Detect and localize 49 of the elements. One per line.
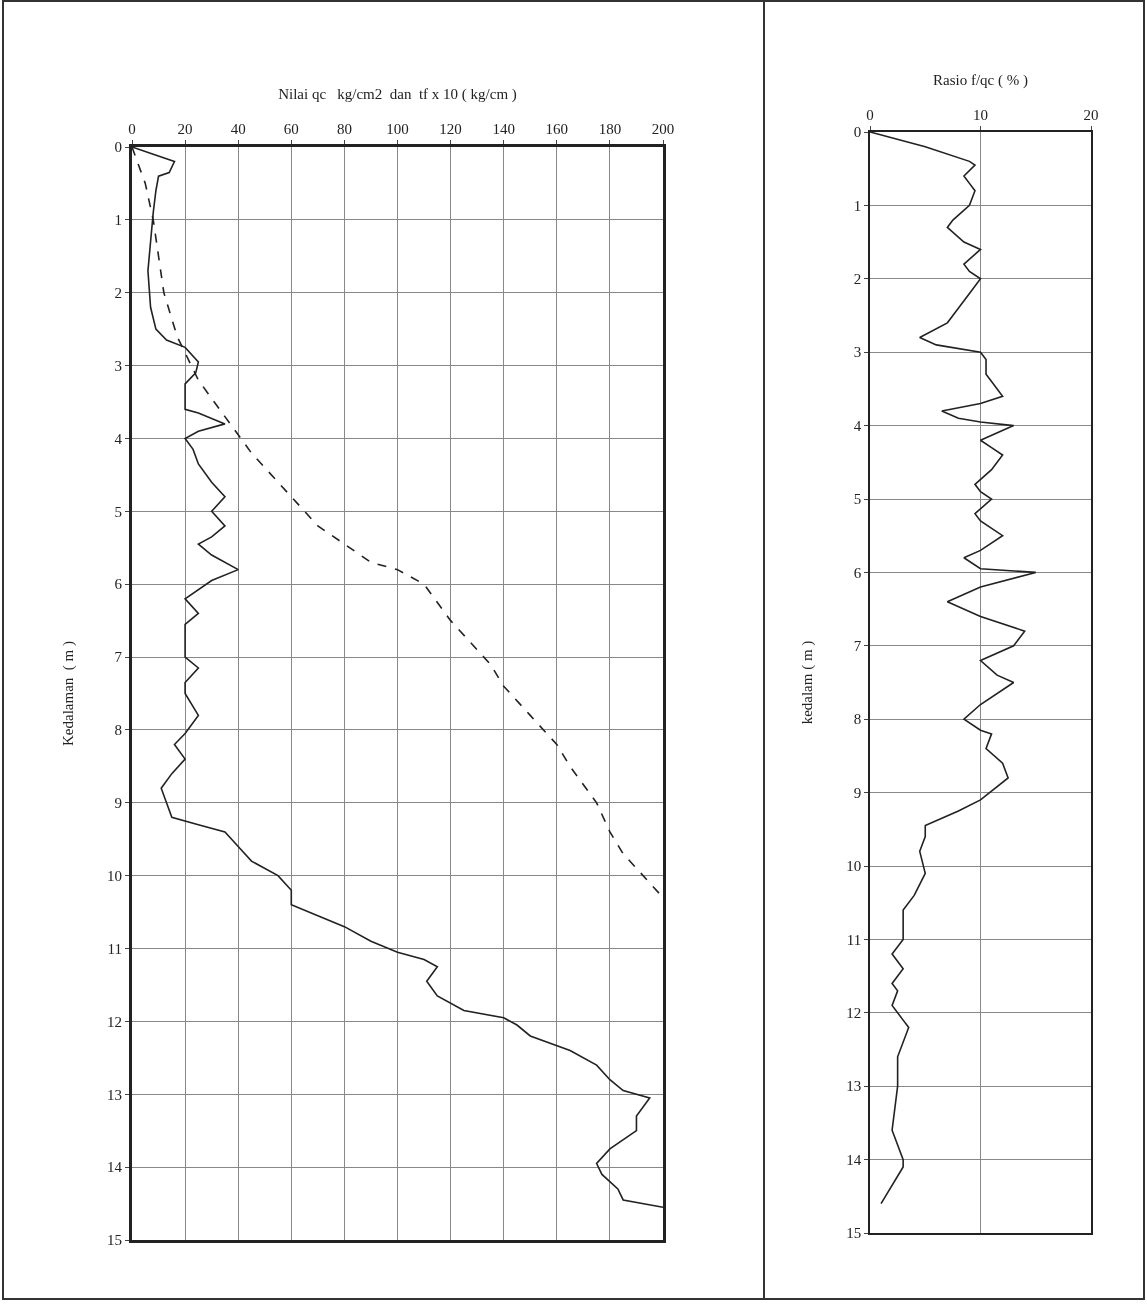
y-tick-label: 14 [846, 1151, 862, 1168]
y-tick-label: 5 [114, 503, 122, 520]
y-tick-label: 9 [853, 784, 862, 801]
y-tick-label: 11 [107, 940, 122, 957]
y-tick-label: 2 [853, 271, 862, 288]
y-tick-label: 15 [107, 1232, 122, 1249]
x-tick-label: 20 [1083, 107, 1099, 124]
y-tick-label: 13 [107, 1086, 122, 1103]
y-tick-label: 13 [846, 1078, 862, 1095]
y-tick-label: 1 [114, 212, 122, 229]
y-tick-label: 1 [853, 197, 862, 214]
y-tick-label: 12 [107, 1013, 122, 1030]
y-tick-label: 7 [853, 638, 862, 655]
y-tick-label: 8 [853, 711, 862, 728]
y-tick-label: 4 [853, 417, 862, 434]
x-axis-title: Nilai qc kg/cm2 dan tf x 10 ( kg/cm ) [278, 86, 517, 104]
y-tick-label: 8 [114, 722, 122, 739]
y-tick-label: 9 [114, 795, 122, 812]
y-tick-label: 6 [853, 564, 862, 581]
y-tick-label: 10 [107, 867, 122, 884]
y-tick-label: 14 [107, 1159, 123, 1176]
y-tick-label: 4 [114, 430, 123, 447]
y-tick-label: 3 [853, 344, 862, 361]
y-tick-label: 2 [114, 284, 122, 301]
x-tick-label: 80 [336, 121, 352, 137]
y-tick-label: 6 [114, 576, 123, 593]
y-tick-label: 0 [114, 139, 122, 156]
y-tick-label: 10 [846, 858, 862, 875]
y-axis-title: kedalam ( m ) [799, 640, 816, 725]
x-tick-label: 160 [545, 121, 569, 137]
y-axis-title: Kedalaman ( m ) [60, 641, 78, 746]
x-tick-label: 120 [439, 121, 462, 137]
y-tick-label: 7 [114, 649, 123, 666]
x-tick-label: 0 [128, 121, 136, 137]
x-tick-label: 60 [283, 121, 299, 137]
x-tick-label: 20 [177, 121, 193, 137]
y-tick-label: 3 [114, 357, 122, 374]
x-tick-label: 180 [598, 121, 622, 137]
y-tick-label: 11 [846, 931, 862, 948]
x-tick-label: 140 [492, 121, 515, 137]
x-axis-title: Rasio f/qc ( % ) [933, 72, 1028, 89]
y-tick-label: 5 [853, 491, 862, 508]
x-tick-label: 200 [651, 121, 675, 137]
y-tick-label: 12 [846, 1005, 862, 1022]
x-tick-label: 10 [973, 107, 988, 124]
x-tick-label: 100 [386, 121, 409, 137]
x-tick-label: 40 [230, 121, 246, 137]
y-tick-label: 15 [846, 1225, 862, 1242]
x-tick-label: 0 [866, 107, 874, 124]
